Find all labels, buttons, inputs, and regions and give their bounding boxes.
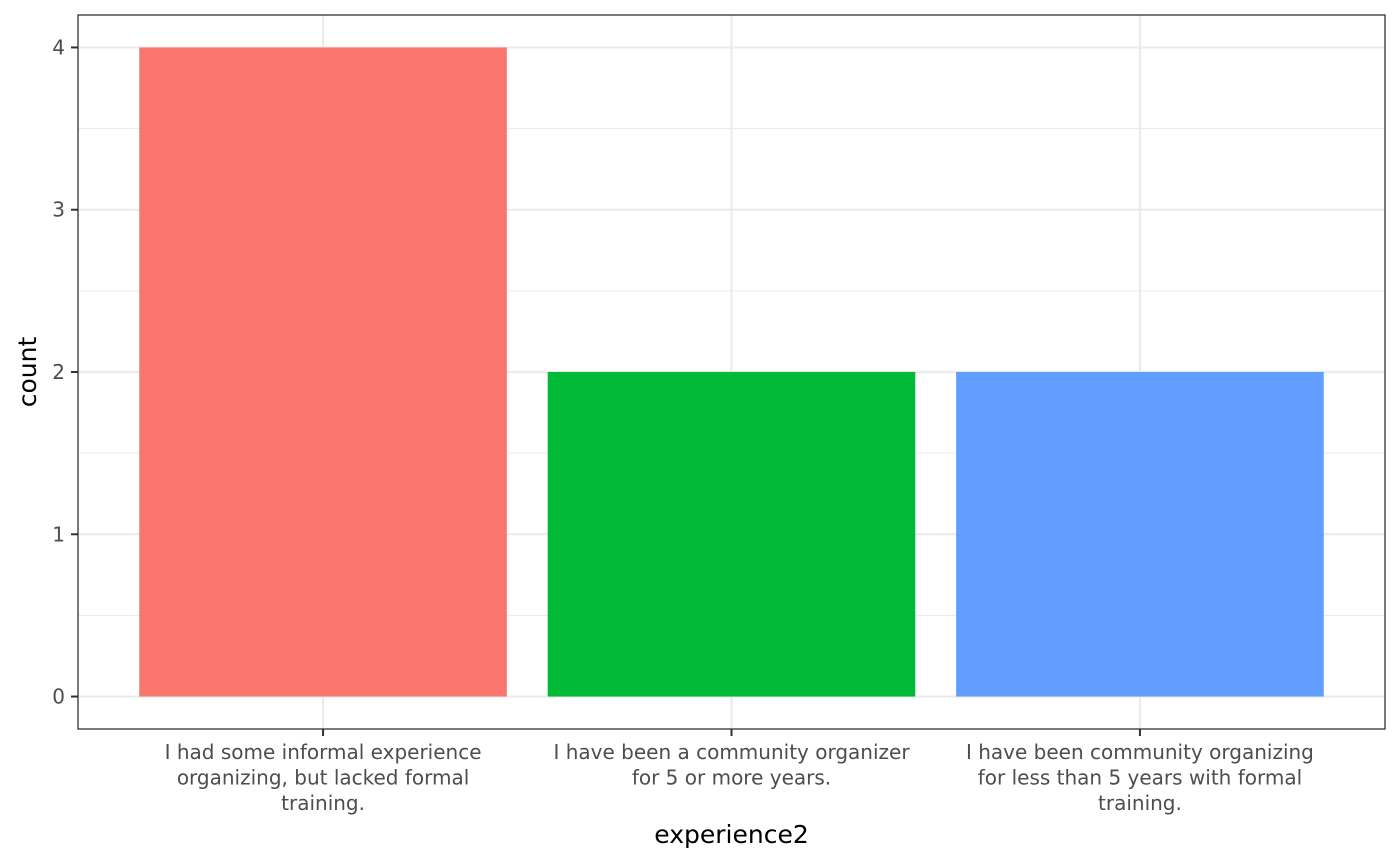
x-tick-label: I had some informal experience organizing… (165, 740, 482, 815)
x-axis-title: experience2 (654, 820, 808, 849)
bar (547, 372, 916, 697)
x-tick-label-line: training. (1098, 791, 1182, 815)
x-tick-label-line: organizing, but lacked formal (177, 766, 469, 790)
y-tick-label: 1 (52, 522, 65, 546)
y-tick-label: 4 (52, 35, 65, 59)
y-axis-title: count (13, 337, 42, 408)
y-tick-label: 0 (52, 685, 65, 709)
y-axis: 0 1 2 3 4 (52, 35, 78, 709)
x-tick-label-line: for less than 5 years with formal (978, 766, 1302, 790)
y-tick-label: 3 (52, 198, 65, 222)
bars (139, 47, 1324, 697)
x-tick-label: I have been a community organizer for 5 o… (553, 740, 910, 790)
x-axis: I had some informal experience organizing… (165, 729, 1314, 815)
x-tick-label-line: I had some informal experience (165, 740, 482, 764)
bar (139, 47, 507, 697)
bar (956, 372, 1324, 697)
y-tick-label: 2 (52, 360, 65, 384)
x-tick-label-line: for 5 or more years. (632, 766, 831, 790)
x-tick-label-line: I have been a community organizer (553, 740, 910, 764)
x-tick-label-line: training. (281, 791, 365, 815)
x-tick-label-line: I have been community organizing (966, 740, 1314, 764)
x-tick-label: I have been community organizing for less… (966, 740, 1314, 815)
